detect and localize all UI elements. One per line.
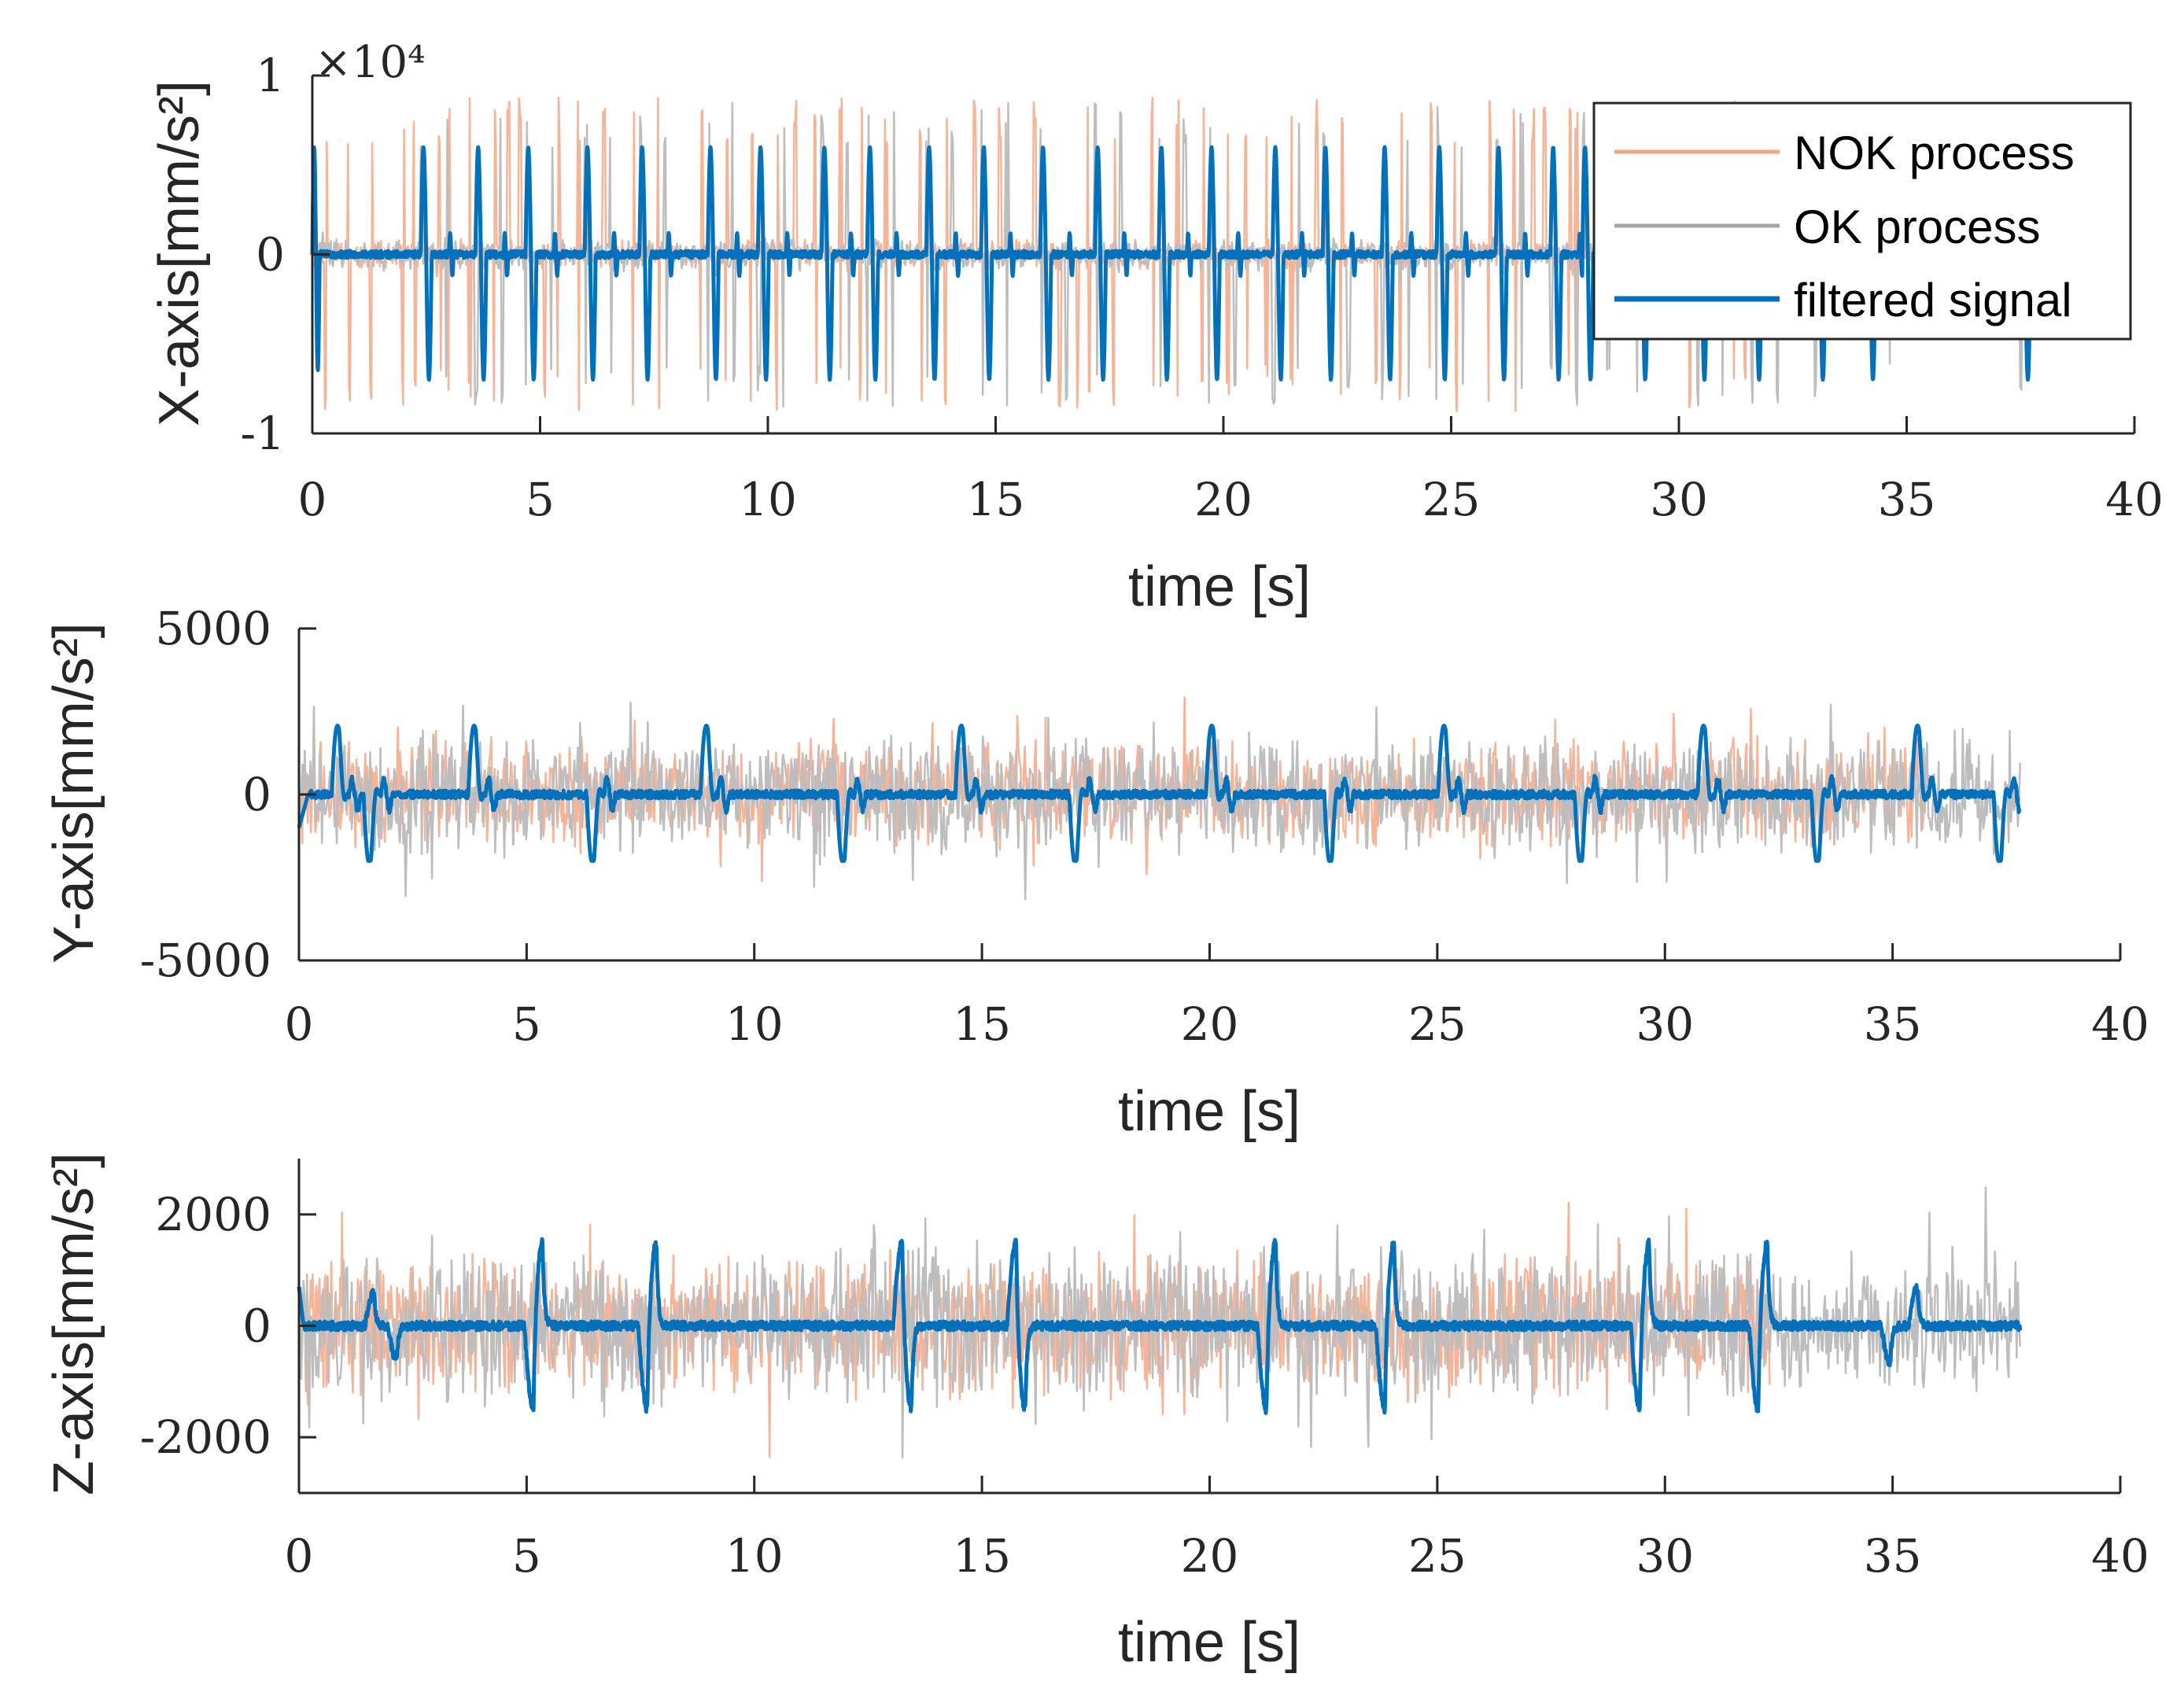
y-tick-label: -2000	[140, 1410, 271, 1464]
x-tick-label: 0	[298, 473, 327, 526]
x-tick-label: 20	[1194, 473, 1252, 526]
x-tick-label: 40	[2091, 1529, 2149, 1583]
x-tick-label: 25	[1408, 997, 1466, 1051]
x-tick-label: 35	[1878, 473, 1936, 526]
panel-z: 0 5 10 15 20 25 30 35 40 -2000 0 2000 Z-axis[mm/s²]…	[42, 1152, 2149, 1674]
panel-z-y-axis-title: Z-axis[mm/s²]	[42, 1152, 105, 1495]
x-tick-label: 20	[1181, 1529, 1239, 1583]
filtered-signal-line	[297, 1237, 2023, 1415]
y-tick-label: 0	[242, 1299, 271, 1353]
legend-label-ok: OK process	[1794, 201, 2040, 253]
x-tick-label: 25	[1422, 473, 1481, 526]
y-tick-label: 5000	[155, 602, 271, 655]
x-tick-label: 25	[1408, 1529, 1466, 1583]
panel-z-series	[297, 1186, 2023, 1459]
y-tick-label: 2000	[155, 1188, 271, 1241]
panel-y-y-axis-title: Y-axis[mm/s²]	[42, 622, 105, 963]
x-tick-label: 10	[725, 997, 784, 1051]
legend: NOK process OK process filtered signal	[1592, 101, 2132, 341]
filtered-signal-line	[297, 724, 2022, 863]
y-tick-label: 1	[256, 49, 285, 102]
panel-x-axes: 0 5 10 15 20 25 30 35 40-101	[241, 49, 2164, 526]
y-tick-label: 0	[242, 768, 271, 821]
x-tick-label: 30	[1636, 997, 1694, 1051]
x-tick-label: 30	[1636, 1529, 1694, 1583]
x-tick-label: 35	[1864, 1529, 1922, 1583]
panel-z-axes: 0 5 10 15 20 25 30 35 40 -2000 0 2000	[140, 1159, 2149, 1583]
nok-process-line	[297, 696, 1931, 883]
x-tick-label: 15	[967, 473, 1025, 526]
x-tick-label: 5	[512, 1529, 541, 1583]
y-tick-label: -1	[241, 407, 286, 460]
panel-y-x-axis-title: time [s]	[1118, 1080, 1300, 1143]
x-tick-label: 10	[725, 1529, 784, 1583]
x-tick-label: 35	[1864, 997, 1922, 1051]
x-tick-label: 15	[953, 997, 1011, 1051]
panel-x: 0 5 10 15 20 25 30 35 40-101 ×10⁴ X-axis[mm/s²] …	[148, 37, 2164, 618]
x-tick-label: 30	[1650, 473, 1708, 526]
x-tick-label: 15	[953, 1529, 1011, 1583]
x-tick-label: 20	[1181, 997, 1239, 1051]
x-tick-label: 0	[285, 997, 314, 1051]
x-tick-label: 0	[285, 1529, 314, 1583]
x-tick-label: 5	[512, 997, 541, 1051]
panel-x-y-axis-title: X-axis[mm/s²]	[148, 80, 211, 426]
x-tick-label: 5	[526, 473, 555, 526]
y-tick-label: -5000	[140, 934, 271, 987]
panel-z-x-axis-title: time [s]	[1118, 1611, 1300, 1674]
panel-x-x-axis-title: time [s]	[1128, 555, 1311, 618]
x-tick-label: 10	[739, 473, 797, 526]
x-tick-label: 40	[2091, 997, 2149, 1051]
y-tick-label: 0	[256, 228, 285, 282]
panel-y-axes: 0 5 10 15 20 25 30 35 40 -5000 0 5000	[140, 602, 2149, 1051]
panel-y: 0 5 10 15 20 25 30 35 40 -5000 0 5000 Y-axis[mm/s²]…	[42, 602, 2149, 1143]
panel-x-y-multiplier: ×10⁴	[315, 37, 426, 88]
panel-y-series	[297, 696, 2022, 901]
x-tick-label: 40	[2105, 473, 2164, 526]
legend-label-filtered: filtered signal	[1794, 274, 2072, 326]
legend-label-nok: NOK process	[1794, 127, 2075, 179]
